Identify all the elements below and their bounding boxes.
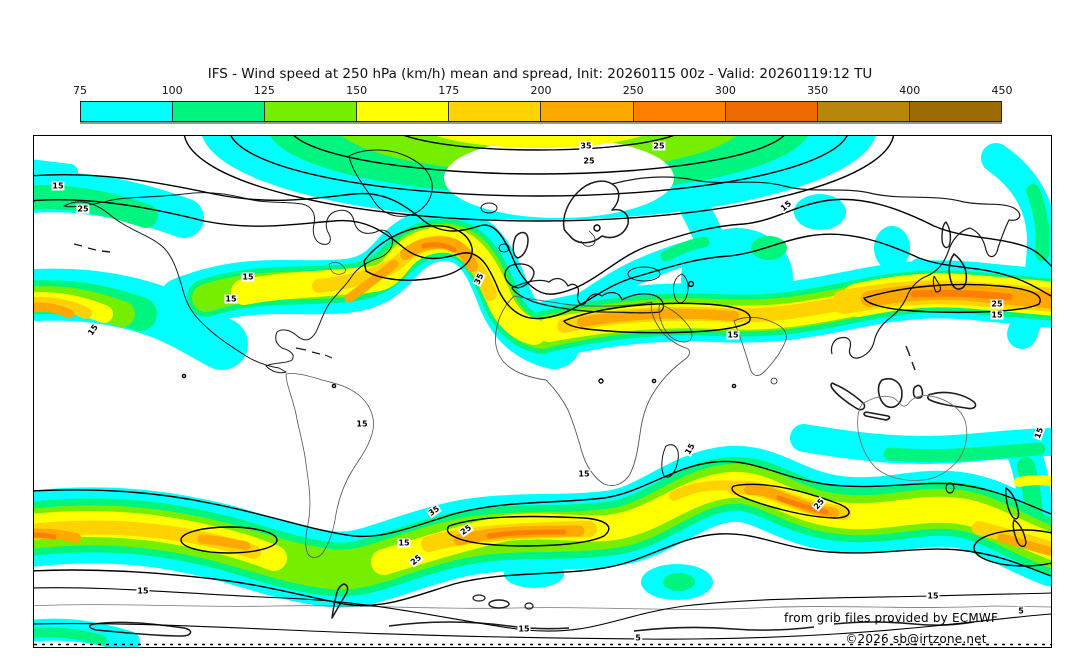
colorbar-tick-label: 75 — [73, 84, 87, 97]
contour-label: 15 — [241, 272, 255, 282]
contour-label: 5 — [634, 633, 642, 643]
contour-label: 15 — [926, 591, 940, 601]
colorbar-segment — [909, 102, 1001, 121]
colorbar-tick-label: 175 — [438, 84, 460, 97]
colorbar-segments — [80, 101, 1002, 122]
colorbar-tick-labels: 75 100 125 150 175 200 250 300 350 400 450 — [73, 84, 1013, 98]
map-panel: from grib files provided by ECMWF ©2026 … — [33, 135, 1052, 648]
contour-label: 15 — [726, 330, 740, 340]
contour-label: 35 — [579, 141, 593, 151]
colorbar-tick-label: 125 — [253, 84, 275, 97]
colorbar-tick-label: 300 — [714, 84, 736, 97]
contour-label: 15 — [517, 624, 531, 634]
colorbar-tick-label: 100 — [161, 84, 183, 97]
colorbar-tick-label: 350 — [807, 84, 829, 97]
colorbar-segment — [173, 102, 266, 121]
colorbar-segment — [265, 102, 358, 121]
attribution-provider: from grib files provided by ECMWF — [783, 611, 999, 625]
colorbar-tick-label: 200 — [530, 84, 552, 97]
colorbar-tick-label: 450 — [991, 84, 1013, 97]
contour-label: 15 — [136, 586, 150, 596]
colorbar-segment — [817, 102, 910, 121]
colorbar-segment — [357, 102, 450, 121]
colorbar-segment — [541, 102, 634, 121]
contour-label: 25 — [76, 204, 90, 214]
colorbar-tick-label: 400 — [899, 84, 921, 97]
contour-label: 15 — [990, 310, 1004, 320]
colorbar-segment — [725, 102, 818, 121]
contour-label: 25 — [652, 141, 666, 151]
contour-label: 25 — [582, 156, 596, 166]
spread-contours — [34, 136, 1051, 640]
contour-label: 15 — [397, 538, 411, 548]
attribution-copyright: ©2026 sb@irtzone.net — [845, 632, 987, 646]
colorbar-segment — [633, 102, 726, 121]
contour-label: 15 — [355, 419, 369, 429]
colorbar-segment — [81, 102, 174, 121]
contour-label: 25 — [990, 299, 1004, 309]
colorbar — [80, 101, 1002, 122]
contour-label: 5 — [1017, 606, 1025, 616]
colorbar-tick-label: 250 — [622, 84, 644, 97]
wind-fill-deep-orange-layer — [34, 242, 1013, 540]
chart-title: IFS - Wind speed at 250 hPa (km/h) mean … — [207, 66, 873, 82]
contour-label: 15 — [577, 469, 591, 479]
contour-label: 15 — [224, 294, 238, 304]
map-canvas — [34, 136, 1051, 647]
colorbar-tick-label: 150 — [346, 84, 368, 97]
arctic-white-hole — [444, 138, 674, 218]
colorbar-segment — [449, 102, 542, 121]
contour-label: 15 — [51, 181, 65, 191]
